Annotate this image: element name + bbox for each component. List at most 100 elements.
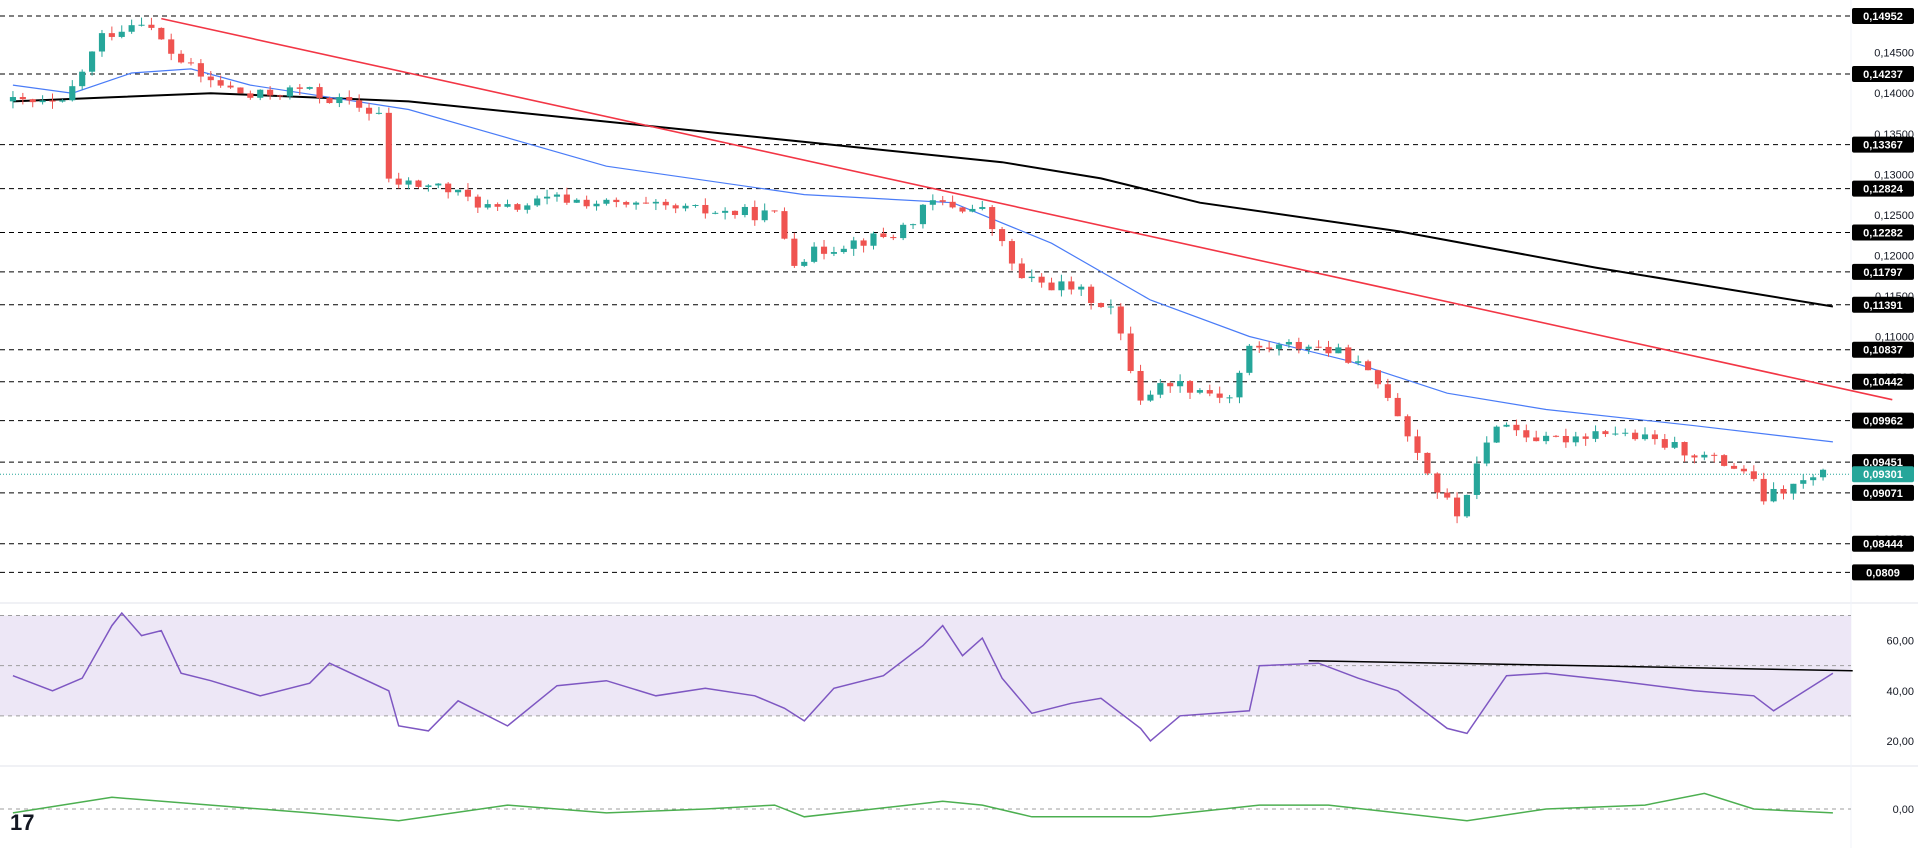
candle[interactable] [820,239,828,260]
candle[interactable] [1810,474,1817,486]
candle[interactable] [9,91,17,109]
candle[interactable] [613,197,620,208]
candle[interactable] [662,198,669,210]
candle[interactable] [939,195,946,206]
candle[interactable] [1008,238,1016,271]
candle[interactable] [1028,269,1035,283]
candle[interactable] [959,207,966,214]
candle[interactable] [1127,326,1134,374]
candle[interactable] [425,184,432,192]
candle[interactable] [731,210,739,219]
candle[interactable] [1770,482,1777,503]
candle[interactable] [771,210,778,213]
candle[interactable] [524,203,531,214]
candle[interactable] [454,189,462,196]
candle[interactable] [1305,344,1312,355]
candle[interactable] [187,57,195,66]
candle[interactable] [534,195,541,207]
candle[interactable] [781,207,788,240]
candle[interactable] [1651,430,1658,445]
candle[interactable] [39,95,46,105]
candle[interactable] [1226,394,1233,404]
candle[interactable] [1661,433,1668,450]
candle[interactable] [1364,359,1372,371]
candle[interactable] [1572,431,1579,447]
candle[interactable] [1236,370,1243,404]
candle[interactable] [1730,462,1738,470]
candle[interactable] [900,222,907,241]
candle[interactable] [464,183,472,202]
candle[interactable] [227,81,234,89]
candle[interactable] [1483,436,1490,467]
candle[interactable] [1018,258,1025,279]
candle[interactable] [1681,441,1688,462]
candle[interactable] [19,92,26,105]
candle[interactable] [919,204,927,229]
candle[interactable] [1562,428,1569,448]
candle[interactable] [652,199,659,211]
candle[interactable] [89,51,96,76]
candle[interactable] [1157,379,1164,399]
candle[interactable] [553,192,561,202]
candle[interactable] [1117,303,1124,341]
candle[interactable] [544,189,551,205]
candle[interactable] [623,200,630,208]
candle[interactable] [98,29,106,57]
candle[interactable] [257,89,264,101]
candle[interactable] [1196,388,1203,395]
candle[interactable] [1097,302,1105,309]
candle[interactable] [1582,433,1589,446]
candle[interactable] [197,59,204,83]
candle[interactable] [385,107,392,183]
candle[interactable] [1701,451,1708,461]
candle[interactable] [1404,414,1411,442]
candle[interactable] [336,93,343,108]
candle[interactable] [375,106,382,115]
candle[interactable] [1513,419,1520,436]
candle[interactable] [1088,284,1095,310]
candle[interactable] [415,179,422,189]
candle[interactable] [178,50,185,64]
candle[interactable] [751,200,758,226]
candle[interactable] [296,84,303,95]
candle[interactable] [1414,429,1421,461]
rsi-trendline[interactable] [1308,659,1853,672]
candle[interactable] [791,232,798,268]
candle[interactable] [1275,342,1283,356]
candle[interactable] [741,204,748,218]
candle[interactable] [128,19,135,34]
candle[interactable] [1721,454,1728,467]
candle[interactable] [435,183,442,189]
candle[interactable] [722,207,729,220]
candle[interactable] [286,85,293,100]
candle[interactable] [1384,378,1391,402]
candle[interactable] [999,226,1006,247]
candle[interactable] [692,204,699,208]
candle[interactable] [1147,390,1154,402]
candle[interactable] [583,195,590,209]
candle[interactable] [1493,425,1500,444]
candle[interactable] [1206,384,1213,397]
candle[interactable] [1444,488,1451,500]
candle[interactable] [79,69,86,90]
candle[interactable] [1641,427,1649,441]
candle[interactable] [1335,343,1342,354]
candle[interactable] [514,202,521,212]
candle[interactable] [1622,428,1629,437]
candle[interactable] [1691,454,1698,464]
candle[interactable] [1058,274,1065,297]
candle[interactable] [1424,452,1431,476]
candle[interactable] [1533,430,1540,442]
candle[interactable] [356,94,363,112]
candle[interactable] [1078,284,1085,296]
candle[interactable] [306,86,313,90]
candle[interactable] [890,234,897,241]
candle[interactable] [1107,299,1114,315]
candle[interactable] [850,236,857,256]
candle[interactable] [682,203,689,212]
candle[interactable] [405,177,412,190]
candle[interactable] [1434,472,1441,499]
candle[interactable] [69,80,76,102]
